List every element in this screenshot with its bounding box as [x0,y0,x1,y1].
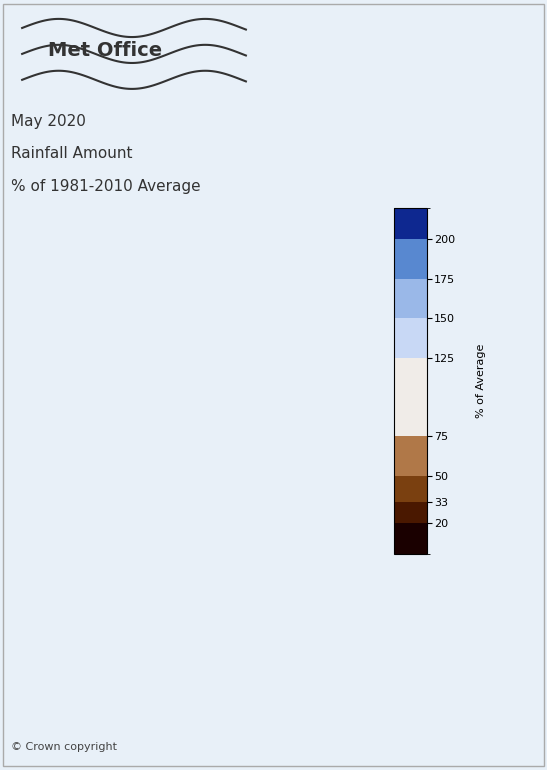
Y-axis label: % of Average: % of Average [476,344,486,418]
Text: Met Office: Met Office [48,41,162,59]
Text: Rainfall Amount: Rainfall Amount [11,146,132,161]
Text: © Crown copyright: © Crown copyright [11,742,117,752]
Text: May 2020: May 2020 [11,114,86,129]
Text: % of 1981-2010 Average: % of 1981-2010 Average [11,179,201,193]
